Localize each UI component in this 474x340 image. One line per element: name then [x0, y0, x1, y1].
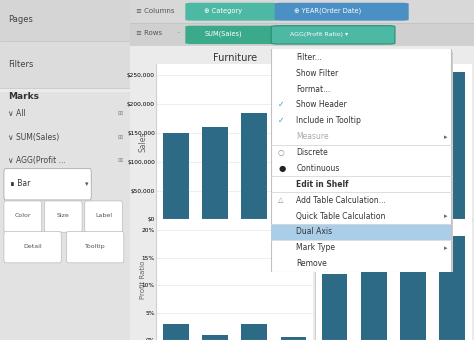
Bar [281, 337, 306, 340]
Text: ⊕ YEAR(Order Date): ⊕ YEAR(Order Date) [293, 8, 361, 15]
FancyBboxPatch shape [274, 3, 409, 21]
Bar [439, 72, 465, 219]
Text: ⊕ Category: ⊕ Category [204, 8, 242, 14]
Bar [202, 335, 228, 340]
Text: Detail: Detail [23, 244, 42, 249]
Text: Pages: Pages [8, 15, 33, 24]
Bar [130, 0, 474, 23]
Bar [361, 231, 387, 340]
Text: Edit in Shelf: Edit in Shelf [296, 180, 349, 189]
Text: Show Filter: Show Filter [296, 69, 338, 78]
Bar [202, 127, 228, 219]
Text: Tooltip: Tooltip [85, 244, 106, 249]
Bar [0, 41, 130, 88]
Text: Color: Color [15, 214, 31, 218]
FancyBboxPatch shape [4, 232, 61, 263]
Text: ⊞: ⊞ [118, 112, 123, 116]
Bar [271, 224, 451, 240]
Text: Measure: Measure [296, 132, 329, 141]
Text: Add Table Calculation...: Add Table Calculation... [296, 196, 386, 205]
FancyBboxPatch shape [185, 3, 278, 21]
Text: SUM(Sales): SUM(Sales) [204, 31, 242, 37]
Bar [322, 274, 347, 340]
Bar [241, 324, 267, 340]
Text: ⊞: ⊞ [118, 158, 123, 163]
Text: ⊞: ⊞ [118, 135, 123, 139]
Text: ▾: ▾ [85, 181, 88, 187]
FancyBboxPatch shape [185, 26, 274, 44]
Text: ∨ All: ∨ All [8, 109, 26, 118]
Text: Dual Axis: Dual Axis [296, 227, 332, 236]
Bar [281, 98, 306, 219]
Bar [163, 133, 189, 219]
Text: Profit Ratio: Profit Ratio [140, 260, 146, 299]
Bar [439, 236, 465, 340]
Text: Continuous: Continuous [296, 164, 340, 173]
FancyBboxPatch shape [271, 26, 395, 44]
Text: Size: Size [57, 214, 70, 218]
Text: Remove: Remove [296, 259, 327, 268]
Bar [163, 324, 189, 340]
Text: ○: ○ [278, 148, 285, 157]
Bar [400, 244, 426, 340]
Text: ∨ SUM(Sales): ∨ SUM(Sales) [8, 133, 59, 141]
Text: ≡ Rows: ≡ Rows [136, 30, 162, 36]
Text: Show Header: Show Header [296, 100, 347, 109]
FancyBboxPatch shape [4, 201, 42, 232]
Bar [130, 23, 474, 46]
Text: Format...: Format... [296, 85, 330, 94]
Text: ▸: ▸ [444, 134, 448, 140]
Text: Discrete: Discrete [296, 148, 328, 157]
Bar [322, 124, 347, 219]
Text: ∎ Bar: ∎ Bar [10, 179, 31, 188]
Text: ≡ Columns: ≡ Columns [136, 7, 174, 14]
Text: Sales: Sales [139, 131, 148, 152]
Text: ✓: ✓ [278, 100, 284, 109]
Text: ●: ● [278, 164, 285, 173]
FancyBboxPatch shape [66, 232, 124, 263]
Text: ✓: ✓ [278, 116, 284, 125]
Text: ∨ AGG(Profit ...: ∨ AGG(Profit ... [8, 156, 65, 165]
Title: Technology: Technology [366, 53, 420, 63]
Text: Label: Label [95, 214, 112, 218]
Text: Include in Tooltip: Include in Tooltip [296, 116, 361, 125]
Bar [0, 0, 130, 41]
FancyBboxPatch shape [85, 201, 122, 232]
FancyBboxPatch shape [4, 169, 91, 200]
Text: ▸: ▸ [444, 213, 448, 219]
Bar [241, 113, 267, 219]
Bar [361, 127, 387, 219]
Text: AGG(Profit Ratio) ▾: AGG(Profit Ratio) ▾ [290, 32, 348, 37]
Text: Mark Type: Mark Type [296, 243, 335, 252]
Text: ·: · [177, 28, 181, 38]
Text: Marks: Marks [8, 92, 39, 101]
Text: ▸: ▸ [444, 245, 448, 251]
Text: Filters: Filters [8, 60, 33, 69]
Bar [400, 95, 426, 219]
FancyBboxPatch shape [45, 201, 82, 232]
Title: Furniture: Furniture [212, 53, 257, 63]
Text: △: △ [278, 197, 283, 203]
Text: Quick Table Calculation: Quick Table Calculation [296, 211, 386, 221]
Bar [0, 92, 130, 340]
Text: Filter...: Filter... [296, 53, 322, 62]
